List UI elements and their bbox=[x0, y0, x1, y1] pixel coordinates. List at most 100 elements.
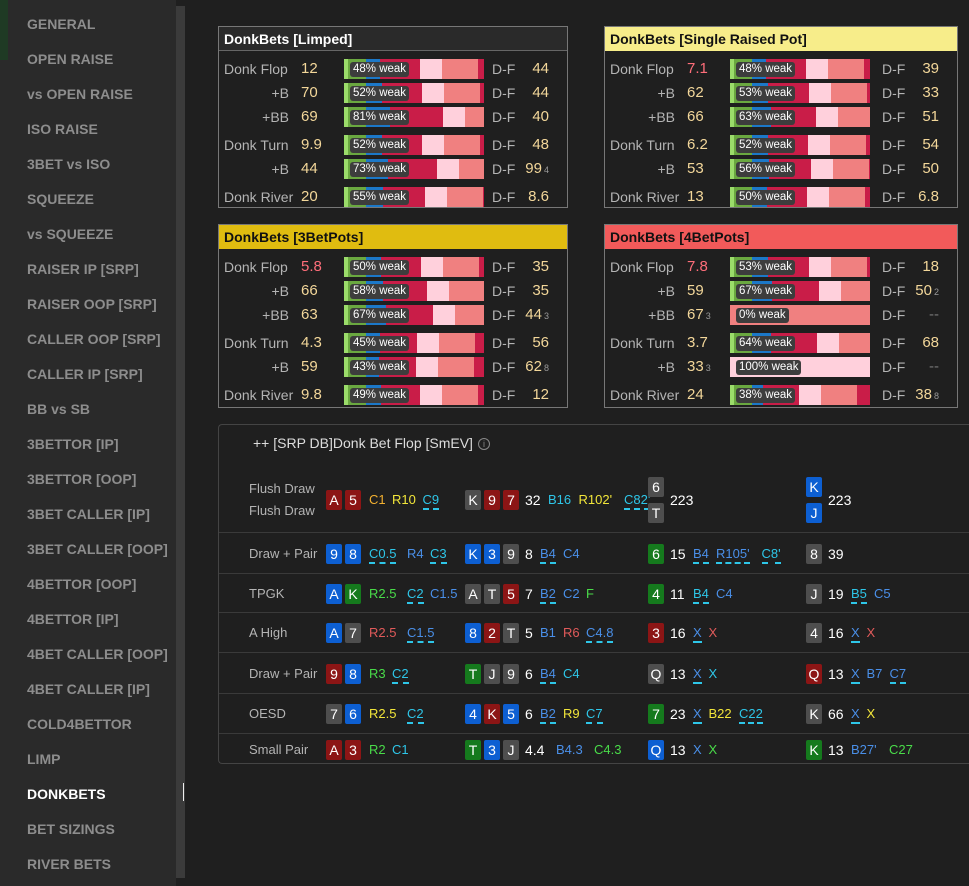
action-size[interactable]: X bbox=[866, 706, 876, 721]
action-size[interactable]: X bbox=[708, 665, 718, 681]
action-size[interactable]: C22 bbox=[739, 706, 763, 724]
fold-value[interactable]: -- bbox=[929, 358, 939, 375]
sidebar-item-cold4bettor[interactable]: COLD4BETTOR bbox=[27, 716, 132, 732]
action-size[interactable]: C2 bbox=[563, 585, 580, 601]
action-size[interactable]: X bbox=[693, 625, 702, 643]
action-size[interactable]: B4 bbox=[693, 546, 709, 564]
action-size[interactable]: R2.5 bbox=[369, 706, 397, 721]
action-size[interactable]: B4 bbox=[540, 546, 556, 564]
action-size[interactable]: B7 bbox=[866, 665, 883, 681]
sidebar-item-3bet-vs-iso[interactable]: 3BET vs ISO bbox=[27, 156, 111, 172]
sidebar-item-raiser-ip-srp[interactable]: RAISER IP [SRP] bbox=[27, 261, 139, 277]
stat-value[interactable]: 24 bbox=[687, 386, 704, 403]
action-size[interactable]: R2.5 bbox=[369, 625, 397, 640]
action-size[interactable]: C2 bbox=[392, 666, 409, 684]
stat-value[interactable]: 4.3 bbox=[301, 334, 322, 351]
action-size[interactable]: C1 bbox=[369, 491, 386, 507]
action-size[interactable]: X bbox=[866, 625, 876, 640]
sidebar-item-3bettor-ip[interactable]: 3BETTOR [IP] bbox=[27, 436, 119, 452]
action-size[interactable]: X bbox=[851, 666, 860, 684]
sidebar-item-4bet-caller-ip[interactable]: 4BET CALLER [IP] bbox=[27, 681, 150, 697]
sidebar-item-caller-ip-srp[interactable]: CALLER IP [SRP] bbox=[27, 366, 143, 382]
stat-value[interactable]: 69 bbox=[301, 108, 318, 125]
action-size[interactable]: B2 bbox=[540, 586, 556, 604]
fold-value[interactable]: 44 bbox=[532, 84, 549, 101]
stat-value[interactable]: 6.2 bbox=[687, 136, 708, 153]
fold-value[interactable]: -- bbox=[929, 306, 939, 323]
action-size[interactable]: C7 bbox=[889, 666, 907, 684]
fold-value[interactable]: 35 bbox=[532, 282, 549, 299]
stat-value[interactable]: 12 bbox=[301, 60, 318, 77]
stat-value[interactable]: 33 3 bbox=[687, 358, 711, 375]
fold-value[interactable]: 50 bbox=[922, 160, 939, 177]
sidebar-item-limp[interactable]: LIMP bbox=[27, 751, 61, 767]
sidebar-item-general[interactable]: GENERAL bbox=[27, 16, 96, 32]
action-size[interactable]: B4 bbox=[540, 666, 556, 684]
fold-value[interactable]: 6.8 bbox=[918, 188, 939, 205]
sidebar-item-river-bets[interactable]: RIVER BETS bbox=[27, 856, 112, 872]
stat-value[interactable]: 20 bbox=[301, 188, 318, 205]
stat-value[interactable]: 62 bbox=[687, 84, 704, 101]
action-size[interactable]: C1.5 bbox=[407, 625, 435, 643]
action-size[interactable]: B1 bbox=[540, 625, 556, 640]
fold-value[interactable]: 48 bbox=[532, 136, 549, 153]
action-size[interactable]: C8' bbox=[761, 546, 781, 564]
action-size[interactable]: C4.8 bbox=[586, 625, 614, 643]
fold-value[interactable]: 54 bbox=[922, 136, 939, 153]
stat-value[interactable]: 13 bbox=[687, 188, 704, 205]
sidebar-item-bet-sizings[interactable]: BET SIZINGS bbox=[27, 821, 115, 837]
fold-value[interactable]: 51 bbox=[922, 108, 939, 125]
action-size[interactable]: R2 bbox=[369, 742, 386, 757]
sidebar-item-donkbets[interactable]: DONKBETS bbox=[27, 786, 106, 802]
action-size[interactable]: R4 bbox=[407, 545, 424, 561]
action-size[interactable]: C5 bbox=[874, 585, 891, 601]
action-size[interactable]: C2 bbox=[407, 586, 424, 604]
fold-value[interactable]: 33 bbox=[922, 84, 939, 101]
sidebar-item-caller-oop-srp[interactable]: CALLER OOP [SRP] bbox=[27, 331, 161, 347]
sidebar-item-4bet-caller-oop[interactable]: 4BET CALLER [OOP] bbox=[27, 646, 168, 662]
stat-value[interactable]: 44 bbox=[301, 160, 318, 177]
action-size[interactable]: C3 bbox=[430, 546, 447, 564]
fold-value[interactable]: 39 bbox=[922, 60, 939, 77]
fold-value[interactable]: 40 bbox=[532, 108, 549, 125]
action-size[interactable]: R3 bbox=[369, 665, 386, 681]
sidebar-item-4bettor-ip[interactable]: 4BETTOR [IP] bbox=[27, 611, 119, 627]
action-size[interactable]: C9 bbox=[422, 492, 440, 510]
action-size[interactable]: R105' bbox=[716, 546, 750, 564]
action-size[interactable]: C4 bbox=[563, 545, 580, 561]
fold-value[interactable]: 62 8 bbox=[525, 358, 549, 375]
stat-value[interactable]: 5.8 bbox=[301, 258, 322, 275]
stat-value[interactable]: 67 3 bbox=[687, 306, 711, 323]
action-size[interactable]: R6 bbox=[563, 625, 580, 640]
fold-value[interactable]: 18 bbox=[922, 258, 939, 275]
action-size[interactable]: B16 bbox=[548, 491, 572, 507]
action-size[interactable]: X bbox=[851, 706, 860, 724]
stat-value[interactable]: 7.1 bbox=[687, 60, 708, 77]
action-size[interactable]: B2 bbox=[540, 706, 556, 724]
action-size[interactable]: F bbox=[586, 585, 594, 601]
stat-value[interactable]: 9.9 bbox=[301, 136, 322, 153]
action-size[interactable]: B27' bbox=[851, 742, 877, 757]
action-size[interactable]: C1.5 bbox=[430, 585, 458, 601]
sidebar-scrollbar[interactable] bbox=[176, 6, 185, 878]
fold-value[interactable]: 12 bbox=[532, 386, 549, 403]
action-size[interactable]: X bbox=[693, 742, 702, 757]
stat-value[interactable]: 63 bbox=[301, 306, 318, 323]
action-size[interactable]: R9 bbox=[563, 706, 580, 721]
stat-value[interactable]: 66 bbox=[301, 282, 318, 299]
action-size[interactable]: C2 bbox=[407, 706, 424, 724]
stat-value[interactable]: 7.8 bbox=[687, 258, 708, 275]
sidebar-item-squeeze[interactable]: SQUEEZE bbox=[27, 191, 94, 207]
fold-value[interactable]: 35 bbox=[532, 258, 549, 275]
action-size[interactable]: X bbox=[851, 625, 860, 643]
fold-value[interactable]: 68 bbox=[922, 334, 939, 351]
action-size[interactable]: R10 bbox=[392, 491, 416, 507]
action-size[interactable]: X bbox=[708, 625, 718, 640]
stat-value[interactable]: 70 bbox=[301, 84, 318, 101]
action-size[interactable]: B4 bbox=[693, 586, 709, 604]
info-icon[interactable]: i bbox=[477, 438, 490, 450]
action-size[interactable]: B5 bbox=[851, 586, 867, 604]
action-size[interactable]: C27 bbox=[889, 742, 913, 757]
sidebar-item-raiser-oop-srp[interactable]: RAISER OOP [SRP] bbox=[27, 296, 157, 312]
action-size[interactable]: C4 bbox=[563, 665, 580, 681]
